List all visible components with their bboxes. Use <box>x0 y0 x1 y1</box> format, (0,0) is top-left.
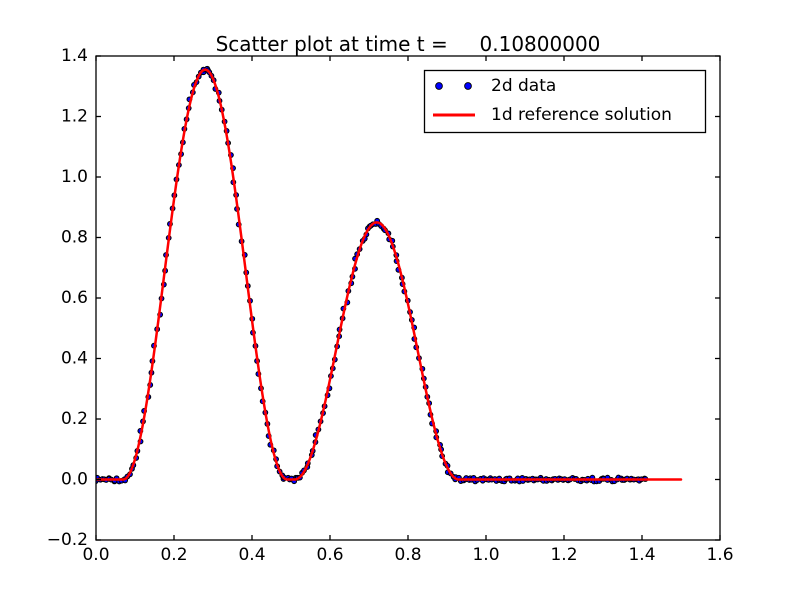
legend-item-line: 1d reference solution <box>433 105 672 125</box>
x-tick-label: 0.4 <box>238 545 265 565</box>
x-tick-label: 1.4 <box>628 545 655 565</box>
legend-scatter-marker-icon <box>464 82 472 90</box>
legend-label-scatter: 2d data <box>491 76 556 96</box>
x-tick-label: 0.0 <box>82 545 109 565</box>
x-tick-label: 0.8 <box>394 545 421 565</box>
legend-scatter-marker-icon <box>435 82 443 90</box>
legend-box <box>423 69 707 134</box>
legend: 2d data 1d reference solution <box>423 69 707 134</box>
legend-item-scatter: 2d data <box>435 76 556 96</box>
x-tick-label: 0.6 <box>316 545 343 565</box>
y-tick-label: 0.2 <box>61 409 88 429</box>
x-tick-label: 1.0 <box>472 545 499 565</box>
x-tick-label: 0.2 <box>160 545 187 565</box>
y-tick-label: 1.2 <box>61 107 88 127</box>
legend-label-line: 1d reference solution <box>491 105 672 125</box>
y-tick-label: −0.2 <box>47 530 88 550</box>
y-tick-label: 0.0 <box>61 470 88 490</box>
y-tick-label: 1.4 <box>61 46 88 66</box>
y-tick-label: 1.0 <box>61 167 88 187</box>
chart-title: Scatter plot at time t = 0.10800000 <box>216 32 601 56</box>
y-tick-label: 0.6 <box>61 288 88 308</box>
y-tick-label: 0.8 <box>61 228 88 248</box>
y-tick-label: 0.4 <box>61 349 88 369</box>
x-tick-label: 1.6 <box>706 545 733 565</box>
x-axis-ticks <box>95 56 721 540</box>
line-series <box>96 68 683 481</box>
y-axis-tick-labels: −0.2 0.0 0.2 0.4 0.6 0.8 1.0 1.2 1.4 <box>47 46 88 550</box>
x-axis-tick-labels: 0.0 0.2 0.4 0.6 0.8 1.0 1.2 1.4 1.6 <box>82 545 733 565</box>
y-axis-ticks <box>96 55 720 541</box>
plot-area: 0.0 0.2 0.4 0.6 0.8 1.0 1.2 1.4 1.6 −0.20.00.20.… <box>47 46 734 565</box>
reference-line <box>96 68 683 481</box>
x-tick-label: 1.2 <box>550 545 577 565</box>
